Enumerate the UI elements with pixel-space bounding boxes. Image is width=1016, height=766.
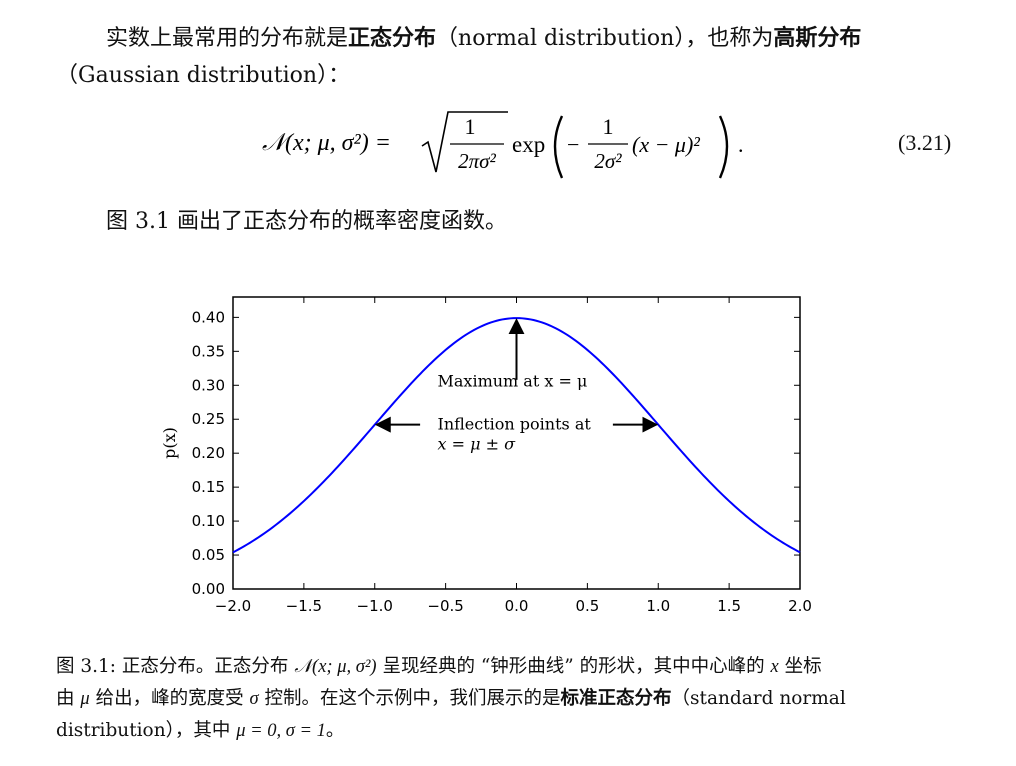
- equation-lhs: 𝒩(x; μ, σ²) =: [262, 130, 391, 156]
- sqrt-sign: [421, 111, 508, 173]
- term-normal-distribution: 正态分布: [348, 25, 437, 51]
- caption-text-2b: 给出，峰的宽度受: [95, 688, 244, 709]
- frac2-numerator: 1: [603, 114, 614, 139]
- x-tick-label: 2.0: [788, 597, 812, 615]
- caption-text-1c: 坐标: [784, 656, 822, 677]
- y-axis-label: p(x): [160, 427, 179, 459]
- caption-text-3a: distribution），其中: [56, 720, 231, 741]
- x-tick-label: 1.0: [646, 597, 670, 615]
- caption-text-2a: 由: [56, 688, 75, 709]
- intro-text-1: 实数上最常用的分布就是: [106, 26, 349, 51]
- caption-text-1b: 呈现经典的 “钟形曲线” 的形状，其中中心峰的: [382, 656, 765, 677]
- y-tick-label: 0.05: [192, 546, 225, 564]
- intro-text-2: （Gaussian distribution）：: [56, 63, 351, 88]
- caption-line-2: 由 μ 给出，峰的宽度受 σ 控制。在这个示例中，我们展示的是标准正态分布（st…: [56, 686, 846, 712]
- y-tick-label: 0.00: [192, 580, 225, 598]
- equation-3-21: 𝒩(x; μ, σ²) = 1 2πσ² exp − 1 2σ² (x − μ)…: [262, 111, 744, 179]
- y-tick-label: 0.20: [192, 444, 225, 462]
- x-tick-label: 1.5: [717, 597, 741, 615]
- term-gaussian-distribution: 高斯分布: [773, 25, 862, 51]
- inflection-annotation-line-2: x = μ ± σ: [438, 435, 517, 454]
- frac2-denominator: 2σ²: [594, 149, 622, 173]
- caption-text-1a: 图 3.1: 正态分布。正态分布: [56, 656, 289, 677]
- pdf-curve: [232, 317, 801, 554]
- caption-text-2c: 控制。在这个示例中，我们展示的是: [264, 688, 561, 709]
- equation-tail: (x − μ)²: [632, 132, 700, 157]
- y-tick-label: 0.10: [192, 512, 225, 530]
- figure-reference-line: 图 3.1 画出了正态分布的概率密度函数。: [106, 208, 507, 236]
- x-tick-label: 0.0: [505, 597, 529, 615]
- y-tick-label: 0.15: [192, 478, 225, 496]
- caption-math-params: μ = 0, σ = 1: [236, 721, 326, 741]
- exp-word: exp: [512, 132, 545, 157]
- frac1-numerator: 1: [465, 114, 476, 139]
- y-tick-label: 0.30: [192, 376, 225, 394]
- caption-math-normal: 𝒩(x; μ, σ²): [294, 657, 377, 677]
- x-tick-label: −2.0: [215, 597, 251, 615]
- max-annotation: Maximum at x = μ: [438, 372, 588, 391]
- intro-line-1: 实数上最常用的分布就是正态分布（normal distribution），也称为…: [106, 24, 861, 53]
- y-tick-label: 0.35: [192, 342, 225, 360]
- right-paren: [718, 115, 729, 179]
- x-tick-label: −0.5: [427, 597, 463, 615]
- x-tick-label: 0.5: [575, 597, 599, 615]
- x-tick-label: −1.0: [357, 597, 393, 615]
- caption-math-mu: μ: [80, 689, 90, 709]
- caption-line-3: distribution），其中 μ = 0, σ = 1。: [56, 718, 344, 744]
- x-tick-label: −1.5: [286, 597, 322, 615]
- y-tick-label: 0.40: [192, 308, 225, 326]
- caption-line-1: 图 3.1: 正态分布。正态分布 𝒩(x; μ, σ²) 呈现经典的 “钟形曲线…: [56, 654, 822, 680]
- minus-sign: −: [567, 132, 579, 157]
- left-paren: [553, 115, 564, 179]
- caption-math-sigma: σ: [249, 689, 259, 709]
- term-standard-normal: 标准正态分布: [560, 688, 672, 709]
- caption-text-3b: 。: [325, 720, 345, 741]
- y-tick-label: 0.25: [192, 410, 225, 428]
- intro-line-2: （Gaussian distribution）：: [56, 62, 350, 90]
- figure-reference-text: 图 3.1 画出了正态分布的概率密度函数。: [106, 209, 507, 234]
- inflection-annotation-line-1: Inflection points at: [438, 415, 592, 434]
- equation-period: .: [738, 132, 744, 157]
- caption-math-x: x: [770, 657, 779, 677]
- intro-paren: （normal distribution），也称为: [436, 26, 774, 51]
- normal-distribution-chart: −2.0 −1.5 −1.0 −0.5 0.0 0.5 1.0 1.5 2.0 0.00 0.05 0…: [160, 296, 812, 615]
- caption-text-2d: （standard normal: [671, 688, 846, 709]
- frac1-denominator: 2πσ²: [458, 149, 496, 173]
- equation-number: (3.21): [898, 130, 952, 155]
